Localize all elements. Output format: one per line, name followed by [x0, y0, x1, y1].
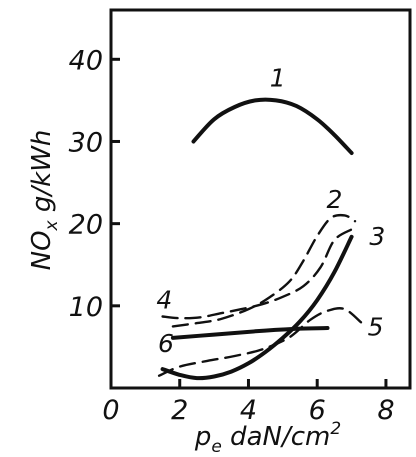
x-tick-label: 8 — [377, 395, 394, 426]
y-tick-label: 10 — [69, 292, 103, 323]
x-axis-title-sub: e — [211, 437, 221, 457]
curve-label-1: 1 — [270, 63, 286, 92]
x-axis-title-rest: daN/cm — [222, 422, 331, 452]
x-tick-label: 0 — [102, 395, 119, 426]
chart-series — [157, 97, 364, 381]
x-tick-label: 6 — [309, 395, 326, 426]
curve-2-line — [171, 213, 357, 328]
x-axis-title-main: p — [194, 422, 212, 452]
y-axis-title-main: NO — [27, 230, 57, 270]
y-tick-label: 40 — [69, 45, 103, 76]
curve-label-3: 3 — [369, 222, 385, 251]
x-axis-title-sup: 2 — [330, 419, 341, 439]
x-tick-label: 2 — [171, 395, 188, 426]
curve-label-2: 2 — [326, 185, 342, 214]
curve-3-line — [160, 234, 354, 381]
curve-5-line — [157, 307, 364, 377]
curve-label-4: 4 — [156, 285, 172, 314]
curve-1-line — [191, 97, 354, 155]
x-tick-label: 4 — [240, 395, 257, 426]
curve-4-line — [161, 228, 353, 320]
curve-label-5: 5 — [368, 312, 384, 341]
curve-label-6: 6 — [158, 329, 174, 358]
x-axis-title: pe daN/cm2 — [194, 419, 341, 457]
plot-frame — [109, 8, 412, 390]
curve-6-line — [170, 326, 330, 340]
y-tick-label: 20 — [69, 210, 103, 241]
y-axis-title-sub: x — [42, 219, 62, 231]
y-axis-title-rest: g/kWh — [27, 130, 57, 221]
y-axis-title: NOx g/kWh — [27, 130, 62, 271]
y-tick-label: 30 — [69, 127, 103, 158]
